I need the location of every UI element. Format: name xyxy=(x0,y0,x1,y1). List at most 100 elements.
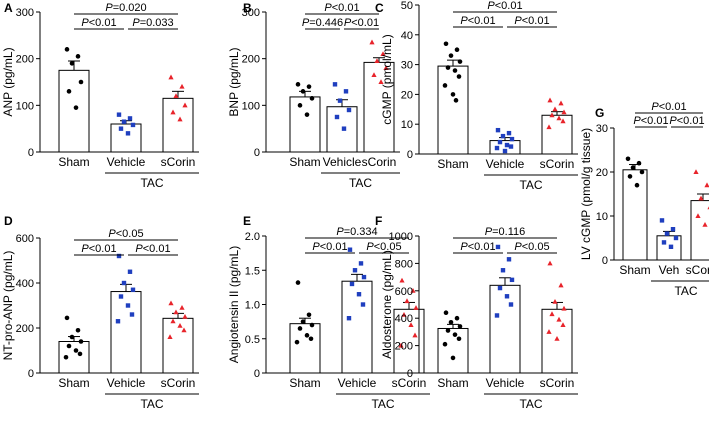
bar-vehicle xyxy=(489,284,521,374)
data-point xyxy=(413,305,419,310)
data-point xyxy=(698,195,704,201)
data-point xyxy=(661,240,667,245)
data-point xyxy=(297,103,303,108)
data-point xyxy=(78,339,84,344)
data-point xyxy=(506,130,512,136)
data-point xyxy=(380,51,386,56)
data-point xyxy=(334,114,340,120)
data-point xyxy=(369,39,375,45)
data-point xyxy=(670,227,676,232)
data-point xyxy=(502,148,508,154)
data-point xyxy=(495,244,501,250)
bar-sham xyxy=(437,65,469,155)
data-point xyxy=(693,169,699,174)
y-tick-label: 400 xyxy=(395,313,413,325)
p-value-label: P<0.01 xyxy=(324,2,359,14)
data-point xyxy=(453,98,459,103)
group-label: TAC xyxy=(519,397,542,411)
data-point xyxy=(664,231,670,236)
y-tick-label: 300 xyxy=(242,7,260,19)
data-point xyxy=(556,115,562,121)
data-point xyxy=(306,84,312,89)
data-point xyxy=(457,59,463,64)
data-point xyxy=(129,312,135,317)
panel-letter-G: G xyxy=(595,106,604,120)
bar-scorin xyxy=(162,317,194,374)
data-point xyxy=(64,315,70,321)
y-tick-label: 2.0 xyxy=(245,231,260,243)
y-axis-label: Aldosterone (pg/mL) xyxy=(380,250,394,359)
x-tick-label: sCorin xyxy=(161,155,196,169)
data-point xyxy=(179,83,185,89)
data-point xyxy=(452,332,458,337)
data-point xyxy=(398,342,404,348)
data-point xyxy=(504,294,510,299)
data-point xyxy=(552,106,558,112)
data-point xyxy=(297,326,303,331)
x-tick-label: sCorin xyxy=(362,155,397,169)
p-value-label: P<0.05 xyxy=(366,241,401,253)
data-point xyxy=(116,112,122,117)
data-point xyxy=(404,298,410,304)
data-point xyxy=(337,98,343,103)
p-value-label: P<0.01 xyxy=(460,15,495,27)
data-point xyxy=(497,139,503,145)
data-point xyxy=(500,268,506,273)
p-value-label: P=0.020 xyxy=(105,2,146,14)
data-point xyxy=(546,124,552,130)
data-point xyxy=(452,68,458,73)
bar-scorin xyxy=(690,200,709,261)
data-point xyxy=(294,339,300,345)
data-point xyxy=(118,126,124,131)
data-point xyxy=(494,313,500,318)
data-point xyxy=(181,327,187,333)
data-point xyxy=(167,334,173,339)
data-point xyxy=(456,336,462,342)
y-tick-label: 0 xyxy=(254,147,260,159)
y-tick-label: 20 xyxy=(401,89,413,101)
data-point xyxy=(73,105,79,110)
group-label: TAC xyxy=(140,397,163,411)
data-point xyxy=(639,169,645,175)
y-tick-label: 100 xyxy=(242,100,260,112)
data-point xyxy=(704,182,709,188)
data-point xyxy=(125,303,131,308)
data-point xyxy=(450,92,456,97)
data-point xyxy=(75,54,81,59)
data-point xyxy=(73,348,79,353)
data-point xyxy=(454,315,460,321)
y-tick-label: 200 xyxy=(395,341,413,353)
y-tick-label: 50 xyxy=(401,0,413,12)
panel-letter-A: A xyxy=(4,1,13,15)
bar-scorin xyxy=(162,97,194,153)
data-point xyxy=(442,83,448,88)
data-point xyxy=(408,322,414,328)
data-point xyxy=(182,313,188,319)
data-point xyxy=(509,277,515,283)
p-value-label: P<0.01 xyxy=(633,115,668,127)
data-point xyxy=(546,329,552,334)
panel-letter-C: C xyxy=(375,1,384,15)
data-point xyxy=(121,119,127,124)
panel-letter-E: E xyxy=(243,214,251,228)
data-point xyxy=(412,332,418,338)
x-tick-label: Sham xyxy=(619,263,650,277)
data-point xyxy=(454,47,460,52)
data-point xyxy=(66,89,72,94)
data-point xyxy=(625,156,631,162)
y-tick-label: 400 xyxy=(16,278,34,290)
panel-letter-B: B xyxy=(243,1,252,15)
data-point xyxy=(443,310,449,316)
data-point xyxy=(347,247,353,252)
y-axis-label: LV cGMP (pmol/g tissue) xyxy=(579,128,593,260)
y-tick-label: 0 xyxy=(254,368,260,380)
y-tick-label: 30 xyxy=(401,60,413,72)
x-tick-label: Sham xyxy=(289,155,320,169)
p-value-label: P=0.033 xyxy=(132,17,173,29)
x-tick-label: Sham xyxy=(58,155,89,169)
data-point xyxy=(300,89,306,94)
x-tick-label: sCorin xyxy=(540,157,575,171)
data-point xyxy=(634,182,640,188)
